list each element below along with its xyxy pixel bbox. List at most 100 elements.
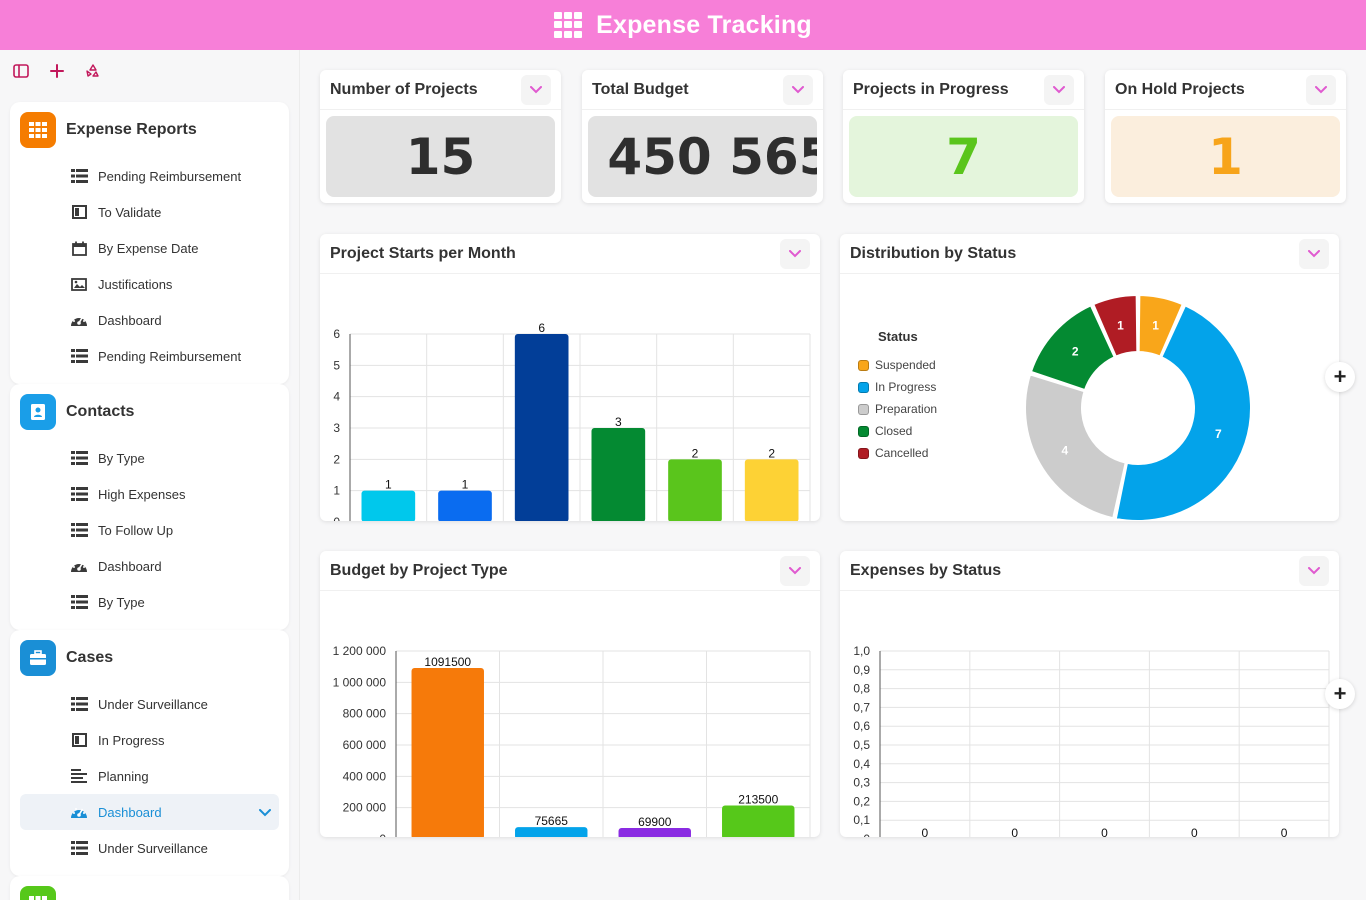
sidebar-item[interactable]: High Expenses bbox=[10, 476, 289, 512]
sidebar-group-header[interactable]: Contacts bbox=[10, 384, 289, 440]
slice-label: 1 bbox=[1117, 318, 1124, 332]
table-icon bbox=[70, 523, 88, 537]
sidebar-item[interactable]: Dashboard bbox=[10, 548, 289, 584]
legend-item[interactable]: Suspended bbox=[858, 354, 937, 376]
sidebar-item-label: Under Surveillance bbox=[98, 696, 208, 712]
kanban-icon bbox=[70, 733, 88, 747]
sidebar: Expense Reports Pending Reimbursement To V… bbox=[0, 50, 300, 900]
sidebar-item-label: To Validate bbox=[98, 204, 162, 220]
chart-expenses-status: Expenses by Status 0 0,1 0,2 0,3 0,4 0,5 0,6 0,… bbox=[840, 551, 1339, 862]
bar[interactable] bbox=[361, 490, 416, 522]
legend-swatch bbox=[858, 359, 869, 371]
add-icon[interactable] bbox=[44, 60, 70, 82]
widget-menu-button[interactable] bbox=[783, 74, 813, 105]
table-icon bbox=[70, 349, 88, 363]
y-tick-label: 2 bbox=[333, 452, 340, 466]
sidebar-group-header[interactable] bbox=[10, 876, 289, 900]
bar[interactable] bbox=[411, 667, 484, 839]
y-tick-label: 0,3 bbox=[853, 776, 870, 790]
data-label: 3 bbox=[615, 415, 622, 429]
gantt-icon bbox=[70, 769, 88, 783]
sidebar-item[interactable]: To Follow Up bbox=[10, 512, 289, 548]
bar[interactable] bbox=[438, 490, 492, 522]
widget-menu-button[interactable] bbox=[1306, 74, 1336, 105]
widget-menu-button[interactable] bbox=[1299, 555, 1329, 586]
widget-menu-button[interactable] bbox=[521, 74, 551, 105]
pie-slice[interactable] bbox=[1091, 293, 1139, 358]
kpi-widget: On Hold Projects 1 bbox=[1105, 70, 1346, 203]
sidebar-item[interactable]: Pending Reimbursement bbox=[10, 338, 289, 374]
y-tick-label: 0,4 bbox=[853, 757, 870, 771]
y-tick-label: 1 bbox=[333, 484, 340, 498]
legend-label: Suspended bbox=[875, 358, 936, 372]
sidebar-item-label: Pending Reimbursement bbox=[98, 348, 242, 364]
bar[interactable] bbox=[591, 428, 646, 522]
sidebar-item[interactable]: Under Surveillance bbox=[10, 686, 289, 722]
bar[interactable] bbox=[744, 459, 799, 522]
sidebar-item[interactable]: Under Surveillance bbox=[10, 830, 289, 866]
widget-menu-button[interactable] bbox=[780, 238, 810, 269]
sidebar-item[interactable]: To Validate bbox=[10, 194, 289, 230]
sidebar-item[interactable]: By Expense Date bbox=[10, 230, 289, 266]
sidebar-group: Contacts By Type High Expenses To Follow Up… bbox=[10, 384, 289, 630]
sidebar-toolbar bbox=[0, 50, 299, 92]
bar[interactable] bbox=[514, 334, 569, 522]
legend-item[interactable]: Preparation bbox=[858, 398, 937, 420]
sidebar-item[interactable]: Dashboard bbox=[20, 794, 279, 830]
pie-slice[interactable] bbox=[1114, 304, 1252, 521]
legend-label: Cancelled bbox=[875, 446, 929, 460]
toggle-panel-icon[interactable] bbox=[8, 60, 34, 82]
briefcase-icon bbox=[20, 640, 56, 676]
data-label: 213500 bbox=[738, 793, 778, 807]
recycle-icon[interactable] bbox=[80, 60, 106, 82]
bar[interactable] bbox=[515, 827, 588, 839]
y-tick-label: 0,6 bbox=[853, 719, 870, 733]
widget-menu-button[interactable] bbox=[1299, 238, 1329, 269]
y-tick-label: 0 bbox=[379, 832, 386, 837]
sidebar-item[interactable]: Planning bbox=[10, 758, 289, 794]
legend-item[interactable]: Cancelled bbox=[858, 442, 937, 464]
bar[interactable] bbox=[668, 459, 722, 522]
kpi-title: Total Budget bbox=[592, 80, 689, 98]
chevron-down-icon[interactable] bbox=[259, 805, 271, 820]
add-widget-button[interactable]: + bbox=[1325, 679, 1355, 709]
widget-menu-button[interactable] bbox=[780, 555, 810, 586]
kanban-icon bbox=[70, 205, 88, 219]
y-tick-label: 0,8 bbox=[853, 682, 870, 696]
sidebar-group: Cases Under Surveillance In Progress Planni… bbox=[10, 630, 289, 876]
bar-chart: 00,10,20,30,40,50,60,70,80,91,00Suspende… bbox=[853, 644, 1330, 862]
sidebar-group-header[interactable]: Expense Reports bbox=[10, 102, 289, 158]
legend-swatch bbox=[858, 447, 869, 459]
sidebar-item-label: Under Surveillance bbox=[98, 840, 208, 856]
sidebar-item-label: By Expense Date bbox=[98, 240, 199, 256]
sidebar-item[interactable]: Pending Reimbursement bbox=[10, 158, 289, 194]
table-icon bbox=[70, 487, 88, 501]
kpi-value: 15 bbox=[405, 127, 476, 186]
legend-item[interactable]: In Progress bbox=[858, 376, 937, 398]
pie-slice[interactable] bbox=[1024, 373, 1127, 520]
bar[interactable] bbox=[722, 805, 795, 839]
bar-chart: 01234561Nov 20251Dec 20256Jan 20263Feb 2… bbox=[333, 321, 811, 545]
sidebar-item[interactable]: By Type bbox=[10, 584, 289, 620]
y-tick-label: 6 bbox=[333, 327, 340, 341]
pie-slice[interactable] bbox=[1137, 293, 1185, 358]
add-widget-button[interactable]: + bbox=[1325, 362, 1355, 392]
pie-slice[interactable] bbox=[1029, 304, 1116, 392]
y-tick-label: 600 000 bbox=[343, 738, 387, 752]
widget-menu-button[interactable] bbox=[1044, 74, 1074, 105]
sidebar-item[interactable]: In Progress bbox=[10, 722, 289, 758]
legend-item[interactable]: Closed bbox=[858, 420, 937, 442]
legend-label: In Progress bbox=[875, 380, 937, 394]
sidebar-group: Expense Reports Pending Reimbursement To V… bbox=[10, 102, 289, 384]
sidebar-item[interactable]: Dashboard bbox=[10, 302, 289, 338]
sidebar-group-header[interactable]: Cases bbox=[10, 630, 289, 686]
legend-label: Preparation bbox=[875, 402, 938, 416]
data-label: 2 bbox=[692, 446, 699, 460]
sidebar-item[interactable]: By Type bbox=[10, 440, 289, 476]
kpi-value: 7 bbox=[946, 127, 981, 186]
data-label: 1091500 bbox=[424, 655, 471, 669]
bar[interactable] bbox=[618, 828, 691, 839]
sidebar-item-label: Justifications bbox=[98, 276, 173, 292]
sidebar-group-title: Expense Reports bbox=[66, 121, 197, 138]
sidebar-item[interactable]: Justifications bbox=[10, 266, 289, 302]
